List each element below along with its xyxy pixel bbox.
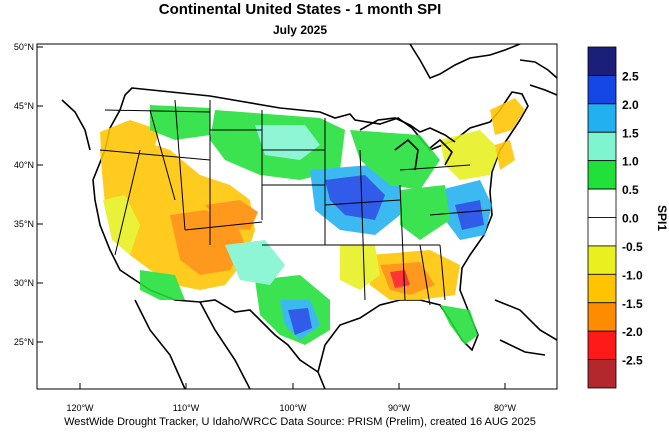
lat-label: 30°N — [14, 278, 34, 288]
colorbar-label: -1.0 — [622, 268, 643, 282]
lat-ticks: 50°N 45°N 40°N 35°N 30°N 25°N — [14, 42, 43, 347]
lon-label: 90°W — [388, 403, 411, 413]
lat-label: 40°N — [14, 160, 34, 170]
colorbar-label: 2.0 — [622, 98, 639, 112]
colorbar-swatch — [587, 245, 617, 275]
colorbar-swatch — [587, 46, 617, 76]
colorbar-label: 0.5 — [622, 183, 639, 197]
colorbar-swatch — [587, 217, 617, 247]
state-boundaries — [99, 99, 491, 306]
footer-credit: WestWide Drought Tracker, U Idaho/WRCC D… — [64, 416, 536, 428]
map-subtitle: July 2025 — [272, 23, 328, 37]
lat-label: 35°N — [14, 219, 34, 229]
lat-label: 45°N — [14, 101, 34, 111]
colorbar-swatch — [587, 302, 617, 332]
colorbar-label: -1.5 — [622, 297, 643, 311]
lon-label: 110°W — [173, 403, 200, 413]
lat-label: 25°N — [14, 337, 34, 347]
lon-label: 120°W — [66, 403, 94, 413]
colorbar: 2.5 2.0 1.5 1.0 0.5 0.0 -0.5 -1.0 -1.5 -2.0 -2.5 — [587, 46, 643, 389]
spi-field — [100, 98, 525, 345]
colorbar-label: 0.0 — [622, 212, 639, 226]
colorbar-label: 1.0 — [622, 155, 639, 169]
colorbar-label: -2.5 — [622, 354, 643, 368]
outline-lines — [61, 44, 557, 389]
colorbar-swatch — [587, 273, 617, 304]
colorbar-swatch — [587, 330, 617, 360]
colorbar-swatch — [587, 75, 617, 105]
lon-ticks: 120°W 110°W 100°W 90°W 80°W — [66, 383, 517, 413]
colorbar-swatch — [587, 160, 617, 190]
colorbar-title: SPI1 — [655, 205, 669, 231]
colorbar-swatch — [587, 359, 617, 389]
colorbar-swatch — [587, 188, 617, 218]
colorbar-label: -0.5 — [622, 240, 643, 254]
colorbar-label: -2.0 — [622, 325, 643, 339]
map-title: Continental United States - 1 month SPI — [158, 1, 442, 18]
colorbar-swatch — [587, 103, 617, 133]
lon-label: 100°W — [279, 403, 307, 413]
lat-label: 50°N — [14, 42, 34, 52]
colorbar-label: 1.5 — [622, 126, 639, 140]
colorbar-swatch — [587, 131, 617, 162]
colorbar-label: 2.5 — [622, 69, 639, 83]
lon-label: 80°W — [494, 403, 517, 413]
